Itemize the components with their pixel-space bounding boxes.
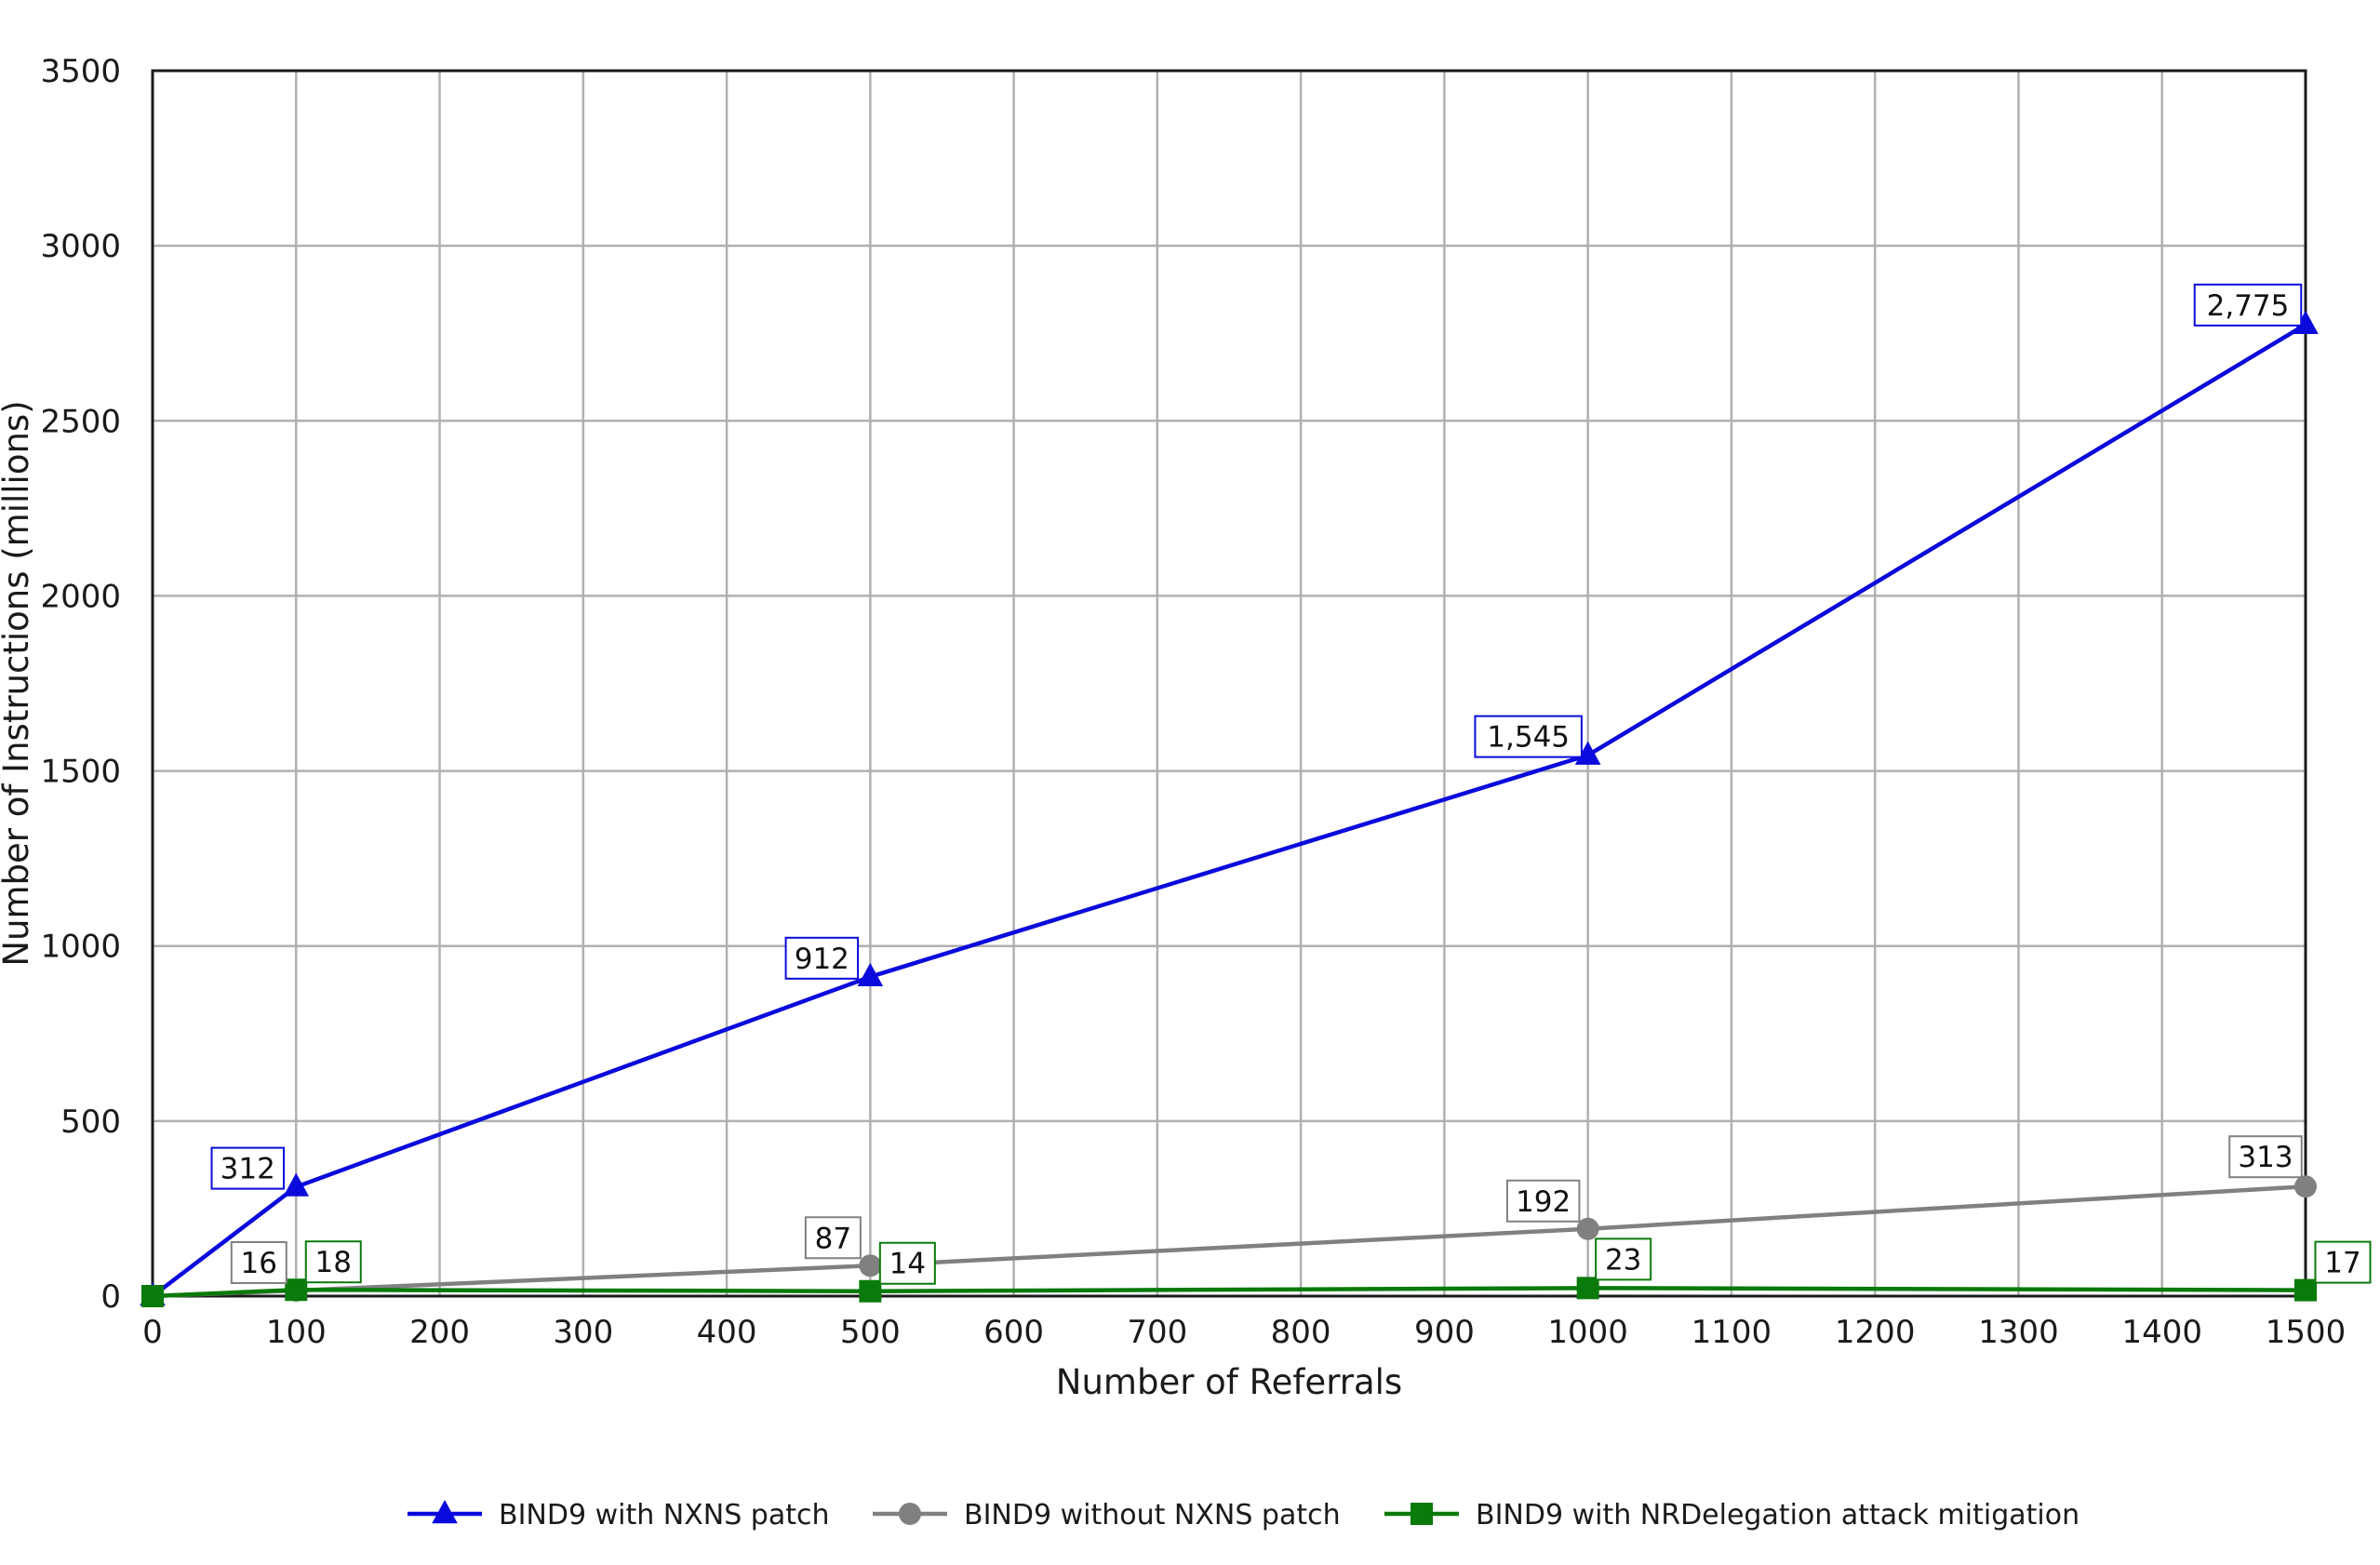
data-label: 14	[878, 1241, 936, 1285]
data-label: 23	[1595, 1237, 1652, 1281]
x-tick-label: 800	[1271, 1314, 1331, 1351]
y-tick-label: 1000	[40, 929, 121, 966]
legend-item: BIND9 with NXNS patch	[408, 1499, 830, 1532]
x-tick-label: 200	[409, 1314, 470, 1351]
y-tick-label: 2000	[40, 578, 121, 615]
x-tick-label: 300	[553, 1314, 613, 1351]
data-label: 2,775	[2193, 283, 2303, 327]
data-label: 912	[784, 936, 860, 980]
data-label-box	[1474, 715, 1583, 758]
x-tick-label: 1000	[1547, 1314, 1628, 1351]
data-label-text: 313	[2238, 1141, 2293, 1174]
data-label-text: 2,775	[2207, 289, 2290, 323]
data-point-marker	[285, 1278, 308, 1302]
x-tick-label: 500	[840, 1314, 901, 1351]
data-label: 16	[230, 1240, 287, 1284]
y-tick-label: 3000	[40, 228, 121, 265]
data-point-marker	[1576, 1217, 1599, 1240]
data-label-text: 312	[221, 1153, 275, 1186]
data-label: 312	[210, 1146, 286, 1190]
data-labels: 312 912 1,545 2,775 16 87 192 313 18 14 23 17	[210, 283, 2372, 1285]
legend-label: BIND9 with NXNS patch	[499, 1499, 830, 1532]
data-point-marker	[2294, 1175, 2317, 1198]
y-tick-label: 3500	[40, 53, 121, 90]
axes: 0 100 200 300 400 500 600 700 800 900 1000 1100 1200…	[0, 53, 2346, 1402]
x-tick-label: 700	[1127, 1314, 1187, 1351]
data-point-marker	[857, 962, 884, 987]
data-label: 1,545	[1474, 715, 1583, 758]
series-line	[152, 1184, 2306, 1299]
x-tick-label: 400	[697, 1314, 757, 1351]
data-label-box	[1595, 1237, 1652, 1281]
data-label: 192	[1505, 1179, 1581, 1223]
x-tick-label: 100	[266, 1314, 327, 1351]
legend: BIND9 with NXNS patch BIND9 without NXNS …	[408, 1499, 2079, 1532]
data-point-marker	[283, 1172, 310, 1197]
data-label-box	[2314, 1240, 2372, 1284]
x-axis-title: Number of Referrals	[1056, 1362, 1402, 1402]
data-label-text: 16	[241, 1247, 277, 1280]
legend-item: BIND9 with NRDelegation attack mitigatio…	[1384, 1499, 2079, 1532]
legend-marker	[899, 1503, 921, 1525]
series-line	[151, 322, 2307, 1298]
legend-label: BIND9 with NRDelegation attack mitigatio…	[1476, 1499, 2079, 1532]
data-label-text: 18	[315, 1246, 352, 1279]
data-label-box	[804, 1216, 862, 1260]
x-tick-label: 1400	[2121, 1314, 2202, 1351]
y-tick-label: 500	[60, 1104, 121, 1141]
legend-marker	[432, 1500, 458, 1524]
x-tick-label: 0	[142, 1314, 163, 1351]
data-point-marker	[2294, 1278, 2317, 1302]
legend-marker	[1411, 1503, 1433, 1525]
data-point-marker	[859, 1254, 882, 1277]
y-axis-title: Number of Instructions (millions)	[0, 400, 36, 966]
data-label-text: 14	[889, 1248, 926, 1281]
data-label-text: 23	[1605, 1243, 1641, 1277]
data-label-box	[784, 936, 860, 980]
y-tick-label: 1500	[40, 754, 121, 791]
x-tick-label: 1300	[1978, 1314, 2059, 1351]
data-point-marker	[859, 1279, 882, 1303]
data-label-box	[878, 1241, 936, 1285]
data-label: 18	[304, 1240, 362, 1284]
data-point-marker	[141, 1285, 164, 1307]
y-tick-label: 0	[100, 1278, 121, 1316]
series-lines	[140, 310, 2319, 1307]
x-tick-label: 1100	[1691, 1314, 1772, 1351]
data-label-box	[2228, 1135, 2303, 1179]
grid	[151, 69, 2307, 1298]
x-tick-label: 1200	[1835, 1314, 1916, 1351]
data-point-marker	[1574, 741, 1601, 765]
data-label-text: 87	[815, 1222, 851, 1255]
data-label-text: 912	[795, 943, 849, 976]
x-tick-label: 600	[983, 1314, 1044, 1351]
data-point-marker	[2293, 310, 2319, 335]
x-tick-label: 900	[1414, 1314, 1475, 1351]
data-label-box	[1505, 1179, 1581, 1223]
y-tick-label: 2500	[40, 403, 121, 440]
data-label-text: 17	[2324, 1247, 2360, 1280]
data-label-box	[230, 1240, 287, 1284]
data-label: 313	[2228, 1135, 2303, 1179]
legend-label: BIND9 without NXNS patch	[964, 1499, 1341, 1532]
data-label-box	[2193, 283, 2303, 327]
data-label: 17	[2314, 1240, 2372, 1284]
data-label-box	[210, 1146, 286, 1190]
x-tick-label: 1500	[2266, 1314, 2347, 1351]
legend-item: BIND9 without NXNS patch	[873, 1499, 1341, 1532]
data-label-text: 192	[1516, 1185, 1571, 1219]
data-label: 87	[804, 1216, 862, 1260]
data-label-text: 1,545	[1487, 721, 1570, 755]
data-label-box	[304, 1240, 362, 1284]
plot-frame	[151, 69, 2307, 1298]
